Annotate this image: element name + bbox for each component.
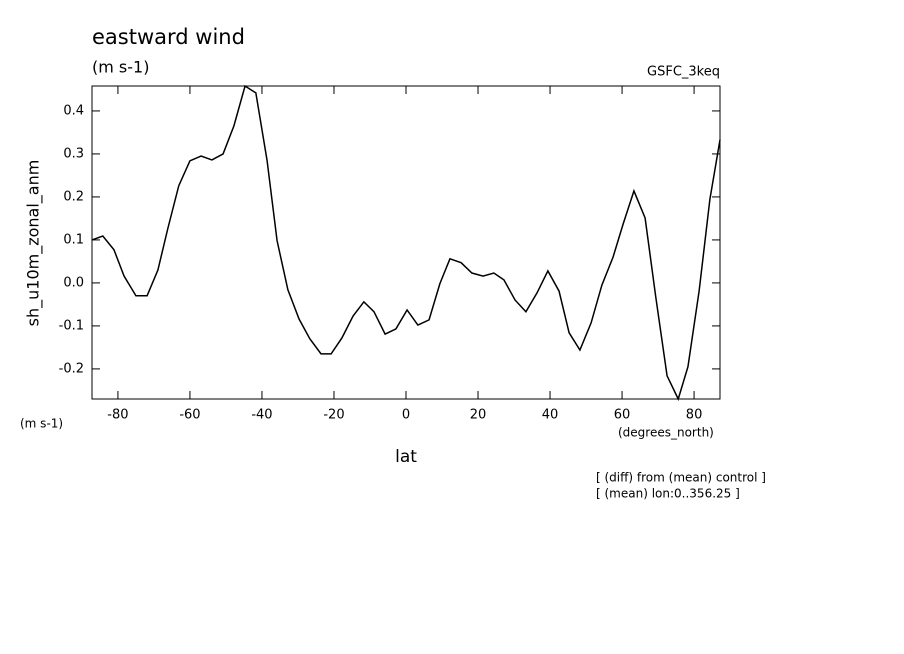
x-tick-label: 20 [470,408,487,423]
y-tick-label: 0.0 [63,275,84,290]
x-tick-label: 40 [542,408,559,423]
x-tick-label: 0 [402,408,410,423]
note: [ (mean) lon:0..356.25 ] [596,487,740,501]
data-line [91,84,721,402]
note: [ (diff) from (mean) control ] [596,471,766,485]
plot-frame [91,85,721,400]
x-units: (degrees_north) [618,426,714,440]
y-tick-label: 0.4 [63,103,84,118]
x-tick-label: 80 [686,408,703,423]
x-tick-label: 60 [614,408,631,423]
dataset-label: GSFC_3keq [647,65,720,80]
y-units: (m s-1) [20,417,63,431]
y-tick-label: -0.2 [59,361,84,376]
y-tick-label: 0.1 [63,232,84,247]
chart-subtitle: (m s-1) [92,58,149,77]
x-tick-label: -20 [323,408,344,423]
x-tick-label: -40 [251,408,272,423]
x-tick-label: -80 [107,408,128,423]
y-tick-label: 0.3 [63,146,84,161]
x-tick-label: -60 [179,408,200,423]
y-tick-label: 0.2 [63,189,84,204]
y-tick-label: -0.1 [59,318,84,333]
chart-title: eastward wind [92,25,245,49]
x-axis-label: lat [395,447,417,467]
y-axis-label: sh_u10m_zonal_anm [24,160,44,327]
